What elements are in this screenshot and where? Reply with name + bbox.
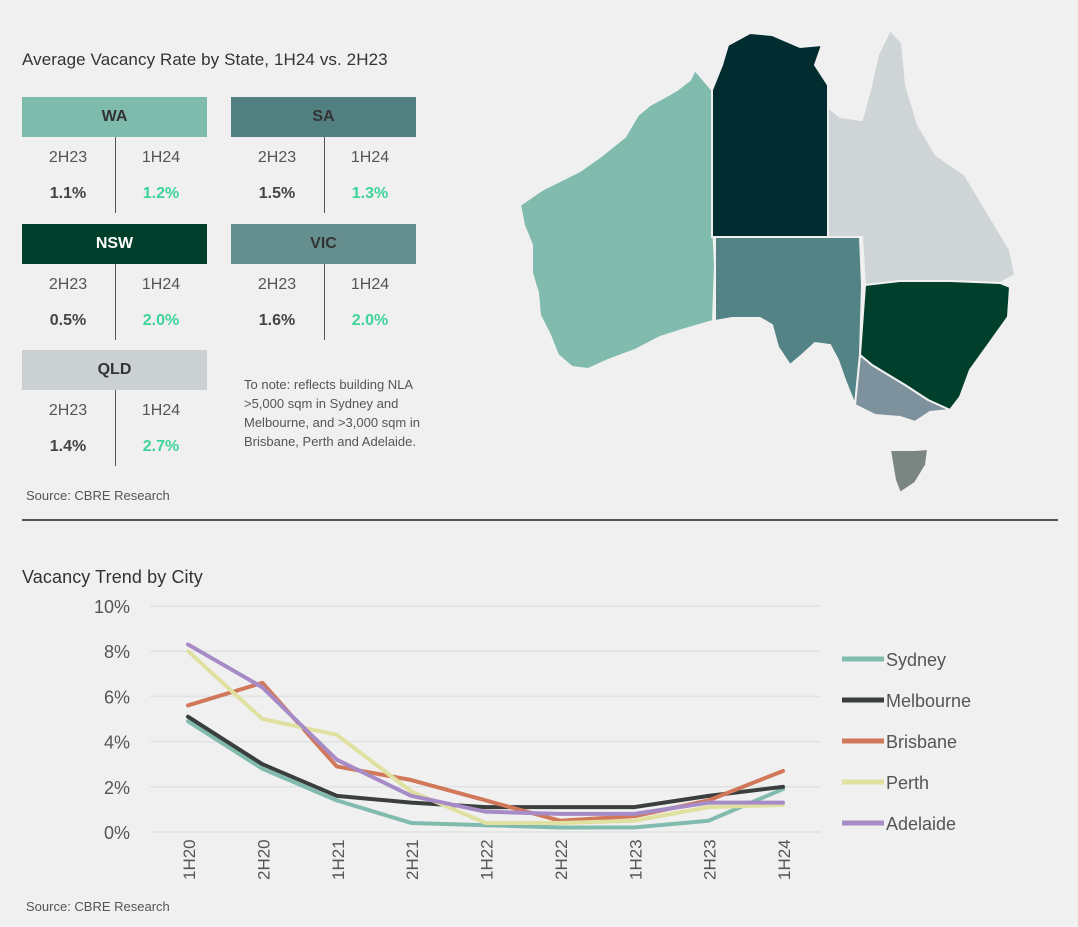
series-line-adelaide — [186, 642, 785, 816]
x-tick-label: 1H21 — [329, 839, 348, 880]
value-b: 1.3% — [351, 185, 389, 202]
value-a: 1.4% — [49, 438, 87, 455]
map-state-nt — [711, 31, 829, 238]
source-bottom: Source: CBRE Research — [26, 899, 170, 914]
map-state-sa — [714, 236, 864, 406]
value-a: 1.1% — [49, 185, 87, 202]
period-label-a: 2H23 — [257, 276, 297, 293]
x-tick-label: 1H20 — [180, 839, 199, 880]
value-b: 2.0% — [351, 312, 389, 329]
value-b: 2.7% — [142, 438, 180, 455]
card-divider — [324, 137, 325, 213]
period-label-b: 1H24 — [141, 402, 181, 419]
map-state-wa — [518, 68, 717, 371]
value-a: 0.5% — [49, 312, 87, 329]
period-label-b: 1H24 — [350, 149, 390, 166]
state-card-nsw: NSW 2H23 1H24 0.5% 2.0% — [22, 224, 207, 340]
period-label-b: 1H24 — [141, 149, 181, 166]
state-card-header: NSW — [22, 224, 207, 264]
legend-label-perth: Perth — [886, 773, 929, 793]
period-label-a: 2H23 — [48, 276, 88, 293]
card-divider — [115, 137, 116, 213]
state-card-header: VIC — [231, 224, 416, 264]
series-line-sydney — [186, 719, 785, 830]
state-card-qld: QLD 2H23 1H24 1.4% 2.7% — [22, 350, 207, 466]
section-divider — [22, 519, 1058, 521]
map-state-tas — [888, 447, 930, 495]
y-tick-label: 10% — [94, 597, 130, 617]
period-label-a: 2H23 — [257, 149, 297, 166]
legend-label-brisbane: Brisbane — [886, 732, 957, 752]
card-divider — [115, 264, 116, 340]
state-card-header: SA — [231, 97, 416, 137]
y-tick-label: 6% — [104, 687, 130, 707]
period-label-b: 1H24 — [141, 276, 181, 293]
x-tick-label: 2H23 — [701, 839, 720, 880]
legend-label-melbourne: Melbourne — [886, 691, 971, 711]
value-b: 1.2% — [142, 185, 180, 202]
period-label-b: 1H24 — [350, 276, 390, 293]
series-line-melbourne — [186, 714, 785, 810]
note-text: To note: reflects building NLA >5,000 sq… — [244, 377, 420, 449]
map-state-vic — [853, 353, 954, 424]
chart-grid — [150, 605, 820, 833]
x-tick-label: 1H23 — [626, 839, 645, 880]
y-tick-label: 4% — [104, 733, 130, 753]
period-label-a: 2H23 — [48, 402, 88, 419]
x-tick-label: 1H24 — [775, 839, 794, 880]
card-divider — [324, 264, 325, 340]
y-tick-label: 8% — [104, 642, 130, 662]
x-axis: 1H20 2H20 1H21 2H21 1H22 2H22 1H23 2H23 1H24 — [180, 839, 794, 880]
state-card-header: QLD — [22, 350, 207, 390]
value-b: 2.0% — [142, 312, 180, 329]
period-label-a: 2H23 — [48, 149, 88, 166]
chart-legend: Sydney Melbourne Brisbane Perth Adelaide — [842, 650, 971, 834]
state-card-wa: WA 2H23 1H24 1.1% 1.2% — [22, 97, 207, 213]
australia-map — [518, 28, 1017, 495]
series-line-perth — [186, 649, 785, 825]
state-card-header: WA — [22, 97, 207, 137]
y-axis: 0% 2% 4% 6% 8% 10% — [94, 597, 130, 843]
state-card-vic: VIC 2H23 1H24 1.6% 2.0% — [231, 224, 416, 340]
x-tick-label: 2H21 — [403, 839, 422, 880]
state-card-sa: SA 2H23 1H24 1.5% 1.3% — [231, 97, 416, 213]
y-tick-label: 2% — [104, 778, 130, 798]
x-tick-label: 2H20 — [254, 839, 273, 880]
value-a: 1.6% — [258, 312, 296, 329]
x-tick-label: 1H22 — [478, 839, 497, 880]
vacancy-trend-chart: 0%2%4%6%8%10% 1H20 2H20 1H21 2H21 1H22 2H22 1H… — [94, 597, 971, 880]
source-top: Source: CBRE Research — [26, 488, 170, 503]
map-section-title: Average Vacancy Rate by State, 1H24 vs. … — [22, 50, 388, 69]
legend-label-adelaide: Adelaide — [886, 814, 956, 834]
value-a: 1.5% — [258, 185, 296, 202]
card-divider — [115, 390, 116, 466]
x-tick-label: 2H22 — [552, 839, 571, 880]
legend-label-sydney: Sydney — [886, 650, 946, 670]
chart-title: Vacancy Trend by City — [22, 567, 203, 587]
y-tick-label: 0% — [104, 823, 130, 843]
chart-series — [186, 642, 785, 830]
